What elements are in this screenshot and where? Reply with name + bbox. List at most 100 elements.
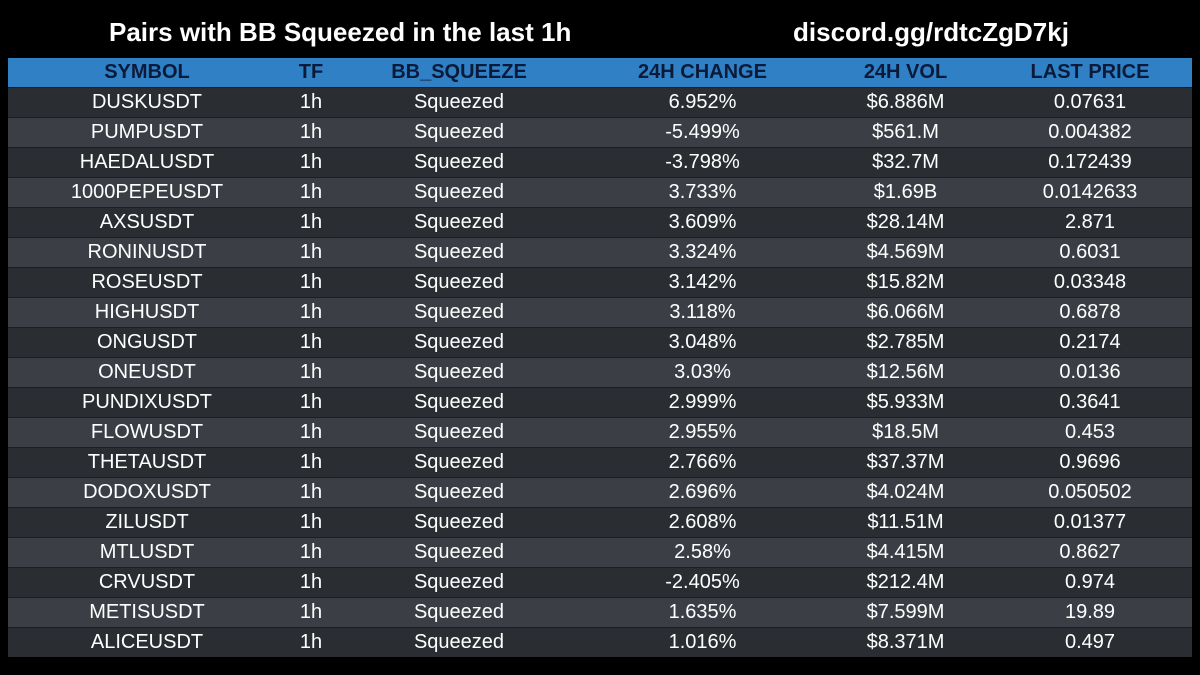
cell-bb-squeeze: Squeezed xyxy=(336,627,582,657)
table-row[interactable]: ONGUSDT 1h Squeezed 3.048% $2.785M 0.2174 xyxy=(8,327,1192,358)
column-header-24h-vol[interactable]: 24H VOL xyxy=(863,61,948,83)
cell-24h-vol: $28.14M xyxy=(823,207,988,238)
cell-bb-squeeze: Squeezed xyxy=(336,147,582,178)
cell-tf: 1h xyxy=(286,477,336,508)
table-row[interactable]: DODOXUSDT 1h Squeezed 2.696% $4.024M 0.050502 xyxy=(8,477,1192,508)
table-row[interactable]: ONEUSDT 1h Squeezed 3.03% $12.56M 0.0136 xyxy=(8,357,1192,388)
cell-last-price: 0.2174 xyxy=(988,327,1192,358)
cell-symbol: ONGUSDT xyxy=(8,327,286,358)
cell-24h-vol: $6.066M xyxy=(823,297,988,328)
cell-last-price: 0.050502 xyxy=(988,477,1192,508)
table-row[interactable]: ALICEUSDT 1h Squeezed 1.016% $8.371M 0.497 xyxy=(8,627,1192,657)
cell-24h-vol: $1.69B xyxy=(823,177,988,208)
discord-link[interactable]: discord.gg/rdtcZgD7kj xyxy=(793,17,1069,47)
cell-24h-change: 1.635% xyxy=(582,597,823,628)
table-row[interactable]: MTLUSDT 1h Squeezed 2.58% $4.415M 0.8627 xyxy=(8,537,1192,568)
cell-24h-change: 1.016% xyxy=(582,627,823,657)
cell-bb-squeeze: Squeezed xyxy=(336,207,582,238)
cell-tf: 1h xyxy=(286,387,336,418)
column-header-tf[interactable]: TF xyxy=(298,61,324,83)
cell-24h-vol: $561.M xyxy=(823,117,988,148)
table-row[interactable]: METISUSDT 1h Squeezed 1.635% $7.599M 19.89 xyxy=(8,597,1192,628)
cell-last-price: 0.01377 xyxy=(988,507,1192,538)
table-row[interactable]: DUSKUSDT 1h Squeezed 6.952% $6.886M 0.07631 xyxy=(8,87,1192,118)
table-row[interactable]: THETAUSDT 1h Squeezed 2.766% $37.37M 0.9696 xyxy=(8,447,1192,478)
table-row[interactable]: CRVUSDT 1h Squeezed -2.405% $212.4M 0.974 xyxy=(8,567,1192,598)
cell-24h-vol: $18.5M xyxy=(823,417,988,448)
cell-last-price: 0.6878 xyxy=(988,297,1192,328)
cell-last-price: 0.07631 xyxy=(988,87,1192,118)
table-row[interactable]: HIGHUSDT 1h Squeezed 3.118% $6.066M 0.6878 xyxy=(8,297,1192,328)
cell-24h-vol: $37.37M xyxy=(823,447,988,478)
cell-symbol: METISUSDT xyxy=(8,597,286,628)
cell-last-price: 0.453 xyxy=(988,417,1192,448)
table-row[interactable]: HAEDALUSDT 1h Squeezed -3.798% $32.7M 0.17243… xyxy=(8,147,1192,178)
column-header-bb-squeeze[interactable]: BB_SQUEEZE xyxy=(391,61,527,83)
cell-24h-vol: $7.599M xyxy=(823,597,988,628)
table-row[interactable]: FLOWUSDT 1h Squeezed 2.955% $18.5M 0.453 xyxy=(8,417,1192,448)
cell-bb-squeeze: Squeezed xyxy=(336,477,582,508)
cell-tf: 1h xyxy=(286,207,336,238)
cell-symbol: DUSKUSDT xyxy=(8,87,286,118)
cell-bb-squeeze: Squeezed xyxy=(336,567,582,598)
cell-last-price: 2.871 xyxy=(988,207,1192,238)
cell-symbol: 1000PEPEUSDT xyxy=(8,177,286,208)
cell-tf: 1h xyxy=(286,447,336,478)
cell-last-price: 0.0136 xyxy=(988,357,1192,388)
table-row[interactable]: AXSUSDT 1h Squeezed 3.609% $28.14M 2.871 xyxy=(8,207,1192,238)
cell-tf: 1h xyxy=(286,567,336,598)
cell-last-price: 0.004382 xyxy=(988,117,1192,148)
cell-bb-squeeze: Squeezed xyxy=(336,357,582,388)
cell-bb-squeeze: Squeezed xyxy=(336,537,582,568)
cell-24h-vol: $4.415M xyxy=(823,537,988,568)
table-row[interactable]: ZILUSDT 1h Squeezed 2.608% $11.51M 0.01377 xyxy=(8,507,1192,538)
cell-last-price: 0.6031 xyxy=(988,237,1192,268)
cell-tf: 1h xyxy=(286,597,336,628)
cell-tf: 1h xyxy=(286,117,336,148)
squeeze-table: SYMBOL TF BB_SQUEEZE 24H CHANGE 24H VOL … xyxy=(8,58,1192,657)
table-header: SYMBOL TF BB_SQUEEZE 24H CHANGE 24H VOL … xyxy=(8,58,1192,88)
cell-24h-change: 2.766% xyxy=(582,447,823,478)
cell-bb-squeeze: Squeezed xyxy=(336,507,582,538)
cell-symbol: ONEUSDT xyxy=(8,357,286,388)
cell-24h-change: 3.324% xyxy=(582,237,823,268)
cell-symbol: FLOWUSDT xyxy=(8,417,286,448)
cell-symbol: HIGHUSDT xyxy=(8,297,286,328)
cell-24h-change: 2.696% xyxy=(582,477,823,508)
table-row[interactable]: 1000PEPEUSDT 1h Squeezed 3.733% $1.69B 0.0142… xyxy=(8,177,1192,208)
cell-bb-squeeze: Squeezed xyxy=(336,327,582,358)
table-body: DUSKUSDT 1h Squeezed 6.952% $6.886M 0.07631 PU… xyxy=(8,87,1192,657)
cell-24h-vol: $4.569M xyxy=(823,237,988,268)
cell-bb-squeeze: Squeezed xyxy=(336,87,582,118)
table-row[interactable]: PUMPUSDT 1h Squeezed -5.499% $561.M 0.004382 xyxy=(8,117,1192,148)
cell-symbol: HAEDALUSDT xyxy=(8,147,286,178)
cell-24h-change: -3.798% xyxy=(582,147,823,178)
cell-tf: 1h xyxy=(286,537,336,568)
cell-tf: 1h xyxy=(286,357,336,388)
cell-tf: 1h xyxy=(286,627,336,657)
squeeze-table-container: SYMBOL TF BB_SQUEEZE 24H CHANGE 24H VOL … xyxy=(8,58,1192,657)
column-header-symbol[interactable]: SYMBOL xyxy=(104,61,190,83)
cell-24h-vol: $11.51M xyxy=(823,507,988,538)
cell-24h-change: 3.733% xyxy=(582,177,823,208)
cell-24h-change: 3.03% xyxy=(582,357,823,388)
cell-symbol: ALICEUSDT xyxy=(8,627,286,657)
table-row[interactable]: RONINUSDT 1h Squeezed 3.324% $4.569M 0.6031 xyxy=(8,237,1192,268)
cell-24h-change: 3.048% xyxy=(582,327,823,358)
column-header-last-price[interactable]: LAST PRICE xyxy=(1030,61,1150,83)
cell-last-price: 0.0142633 xyxy=(988,177,1192,208)
cell-tf: 1h xyxy=(286,87,336,118)
table-row[interactable]: ROSEUSDT 1h Squeezed 3.142% $15.82M 0.03348 xyxy=(8,267,1192,298)
cell-24h-vol: $15.82M xyxy=(823,267,988,298)
cell-symbol: MTLUSDT xyxy=(8,537,286,568)
column-header-24h-change[interactable]: 24H CHANGE xyxy=(638,61,767,83)
cell-24h-vol: $2.785M xyxy=(823,327,988,358)
cell-bb-squeeze: Squeezed xyxy=(336,387,582,418)
cell-bb-squeeze: Squeezed xyxy=(336,237,582,268)
cell-24h-change: 2.608% xyxy=(582,507,823,538)
cell-symbol: DODOXUSDT xyxy=(8,477,286,508)
cell-last-price: 0.497 xyxy=(988,627,1192,657)
cell-24h-vol: $12.56M xyxy=(823,357,988,388)
table-row[interactable]: PUNDIXUSDT 1h Squeezed 2.999% $5.933M 0.3641 xyxy=(8,387,1192,418)
cell-last-price: 0.03348 xyxy=(988,267,1192,298)
